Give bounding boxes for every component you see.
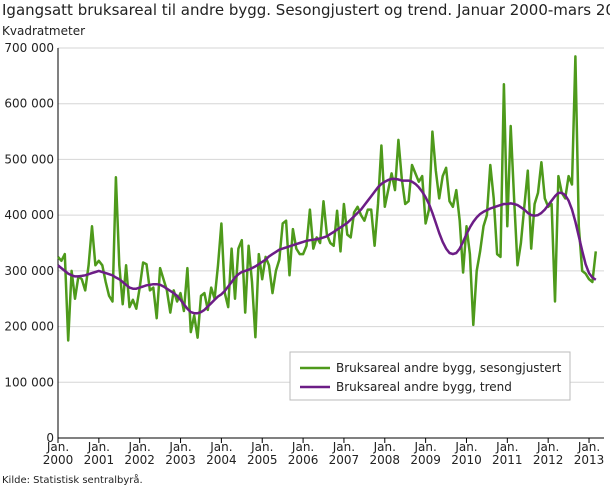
y-tick-label: 400 000: [4, 208, 54, 222]
y-tick-label: 0: [46, 431, 54, 445]
x-tick-label: Jan. 2004: [206, 440, 237, 467]
y-tick-label: 500 000: [4, 152, 54, 166]
x-tick-label: Jan. 2006: [287, 440, 319, 467]
y-tick-label: 700 000: [4, 41, 54, 55]
x-tick-label: Jan. 2013: [573, 440, 605, 467]
chart-title: Igangsatt bruksareal til andre bygg. Ses…: [2, 1, 610, 19]
series-line: [57, 177, 597, 315]
x-tick-label: Jan. 2009: [410, 440, 441, 467]
x-tick-label: Jan. 2003: [165, 440, 196, 467]
x-tick-label: Jan. 2010: [451, 440, 482, 467]
source: Kilde: Statistisk sentralbyrå.: [2, 473, 143, 486]
chart-subtitle: Kvadratmeter: [2, 24, 85, 38]
x-tick-label: Jan. 2007: [328, 440, 360, 467]
legend-box: [289, 351, 571, 401]
y-tick-label: 600 000: [4, 97, 54, 111]
x-tick-label: Jan. 2008: [369, 440, 401, 467]
legend-label: Bruksareal andre bygg, sesongjustert: [336, 361, 562, 375]
y-tick-label: 200 000: [4, 320, 54, 334]
x-tick-label: Jan. 2005: [246, 440, 278, 467]
x-tick-label: Jan. 2001: [83, 440, 115, 467]
series-line: [57, 55, 598, 342]
legend-label: Bruksareal andre bygg, trend: [336, 380, 512, 394]
y-tick-label: 100 000: [4, 375, 54, 389]
x-tick-label: Jan. 2012: [532, 440, 564, 467]
x-tick-label: Jan. 2000: [42, 440, 74, 467]
y-tick-label: 300 000: [4, 264, 54, 278]
x-tick-label: Jan. 2011: [492, 440, 523, 467]
x-tick-label: Jan. 2002: [124, 440, 155, 467]
